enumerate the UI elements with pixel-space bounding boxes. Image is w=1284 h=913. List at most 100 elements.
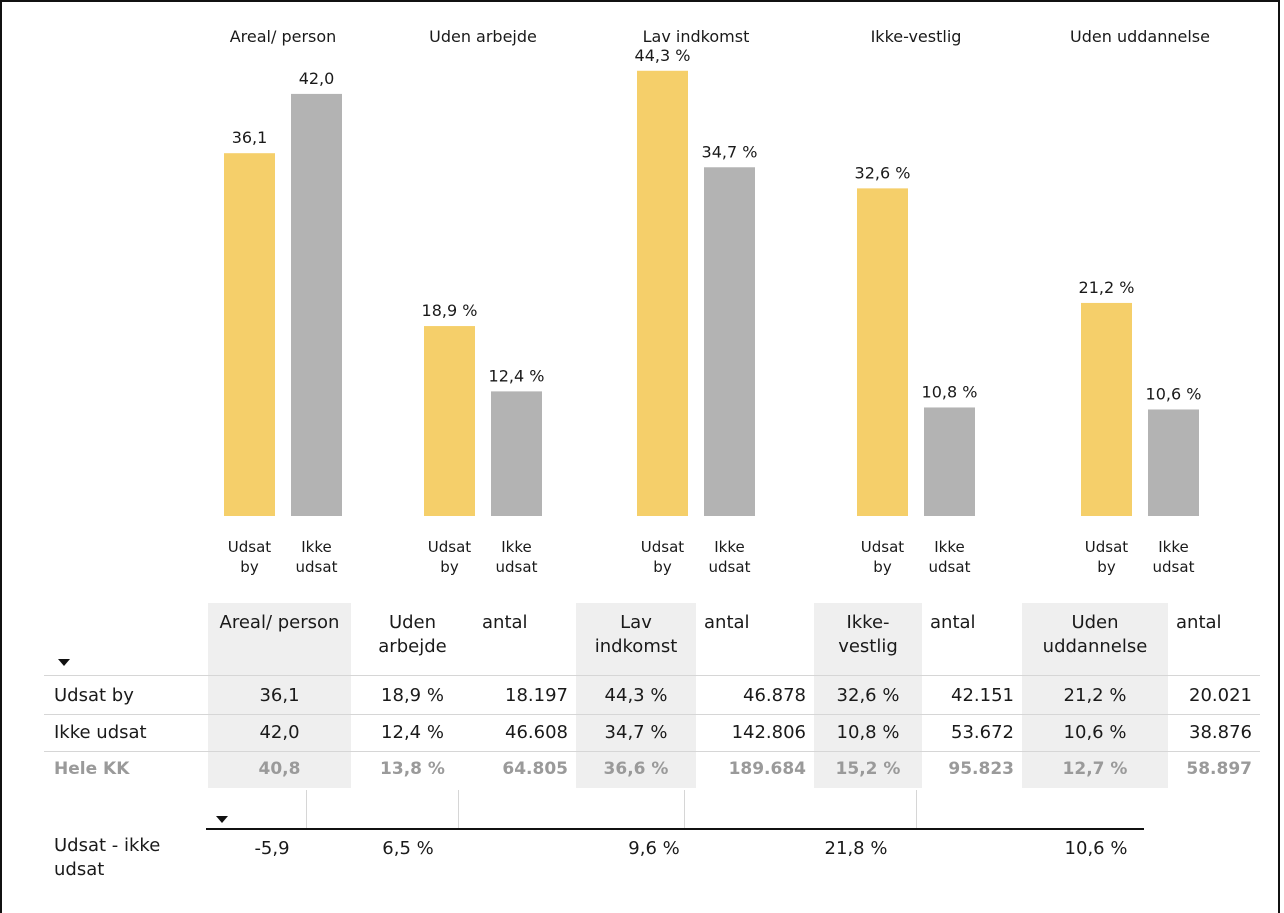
diff-row-label: Udsat - ikke udsat [54,834,174,882]
diff-value-0: -5,9 [254,838,290,859]
diff-value-1: 6,5 % [382,838,434,859]
table-header-1: Areal/ person [219,612,340,633]
group-title-0: Areal/ person [230,27,337,46]
table-cell-r1-c9: 38.876 [1189,722,1252,743]
table-cell-r2-c3: 64.805 [502,759,568,779]
diff-section: Udsat - ikke udsat -5,9 6,5 % 9,6 % 21,8 % 1… [44,790,1164,910]
diff-value-3: 21,8 % [824,838,888,859]
bar-value-label-g0-s1: 42,0 [299,69,335,88]
diff-divider-1 [306,790,307,828]
summary-table: Areal/ person Uden arbejde antal Lav indkom… [44,603,1260,793]
bar-value-label-g4-s1: 10,6 % [1146,384,1202,403]
shaded-column-8 [1022,603,1168,788]
table-cell-r0-c9: 20.021 [1189,685,1252,706]
table-cell-r2-c2: 13,8 % [380,759,445,779]
series-label-line1-g0-s1: Ikke [301,538,332,556]
series-label-line2-g4-s1: udsat [1153,558,1195,576]
table-cell-r1-c7: 53.672 [951,722,1014,743]
table-row-label-0: Udsat by [54,685,134,706]
bar-g4-s1 [1148,409,1199,516]
bar-g4-s0 [1081,302,1132,516]
table-header-6: Ikke- vestlig [838,612,898,657]
diff-dropdown-icon[interactable] [216,816,228,823]
table-cell-r2-c7: 95.823 [948,759,1014,779]
series-label-line1-g1-s1: Ikke [501,538,532,556]
bar-g1-s0 [424,326,475,516]
table-cell-r0-c2: 18,9 % [381,685,444,706]
table-row-label-1: Ikke udsat [54,722,147,743]
bar-value-label-g3-s1: 10,8 % [922,382,978,401]
table-cell-r0-c3: 18.197 [505,685,568,706]
diff-divider-2 [458,790,459,828]
table-cell-r2-c4: 36,6 % [603,759,669,779]
series-label-line2-g1-s1: udsat [496,558,538,576]
table-row-divider-2 [44,751,1260,752]
series-label-line1-g2-s1: Ikke [714,538,745,556]
series-label-line2-g2-s1: udsat [709,558,751,576]
bar-g2-s1 [704,167,755,516]
shaded-column-4 [576,603,696,788]
series-label-line2-g2-s0: by [653,558,672,576]
series-label-line1-g0-s0: Udsat [228,538,272,556]
table-cell-r1-c4: 34,7 % [604,722,668,743]
table-header-5: antal [704,612,750,633]
series-label-line1-g1-s0: Udsat [428,538,472,556]
diff-underline [206,828,1144,830]
bar-g3-s1 [924,407,975,516]
table-cell-r0-c5: 46.878 [743,685,806,706]
table-cell-r2-c6: 15,2 % [835,759,901,779]
table-header-9: antal [1176,612,1222,633]
table-header-8: Uden uddannelse [1042,612,1148,657]
series-label-line2-g4-s0: by [1097,558,1116,576]
series-label-line2-g3-s0: by [873,558,892,576]
table-cell-r0-c6: 32,6 % [836,685,900,706]
diff-value-4: 10,6 % [1064,838,1128,859]
table-cell-r0-c8: 21,2 % [1063,685,1127,706]
table-cell-r2-c9: 58.897 [1186,759,1252,779]
shaded-column-6 [814,603,922,788]
series-label-line2-g3-s1: udsat [929,558,971,576]
diff-divider-3 [684,790,685,828]
table-row-divider-0 [44,675,1260,676]
bar-value-label-g0-s0: 36,1 [232,128,268,147]
diff-label-text: Udsat - ikke udsat [54,835,161,880]
table-cell-r1-c5: 142.806 [731,722,806,743]
shaded-column-1 [208,603,351,788]
group-title-4: Uden uddannelse [1070,27,1210,46]
series-label-line1-g3-s1: Ikke [934,538,965,556]
bar-value-label-g2-s0: 44,3 % [635,46,691,65]
table-cell-r2-c5: 189.684 [728,759,806,779]
bar-g2-s0 [637,70,688,516]
table-header-7: antal [930,612,976,633]
diff-value-2: 9,6 % [628,838,680,859]
bar-value-label-g3-s0: 32,6 % [855,163,911,182]
series-label-line2-g0-s1: udsat [296,558,338,576]
series-label-line1-g4-s1: Ikke [1158,538,1189,556]
table-header-4: Lav indkomst [594,612,678,657]
diff-divider-4 [916,790,917,828]
table-cell-r1-c2: 12,4 % [381,722,444,743]
table-cell-r1-c6: 10,8 % [836,722,900,743]
group-title-3: Ikke-vestlig [871,27,962,46]
series-label-line2-g1-s0: by [440,558,459,576]
table-row-label-2: Hele KK [54,759,130,779]
sort-dropdown-icon[interactable] [58,659,70,666]
table-cell-r2-c8: 12,7 % [1062,759,1128,779]
bar-value-label-g4-s0: 21,2 % [1079,278,1135,297]
table-cell-r1-c1: 42,0 [259,722,300,743]
bar-g3-s0 [857,188,908,516]
bar-g1-s1 [491,391,542,516]
table-cell-r0-c4: 44,3 % [604,685,668,706]
bar-value-label-g1-s0: 18,9 % [422,301,478,320]
table-header-3: antal [482,612,528,633]
group-title-1: Uden arbejde [429,27,537,46]
series-label-line1-g2-s0: Udsat [641,538,685,556]
series-label-line1-g3-s0: Udsat [861,538,905,556]
table-row-divider-1 [44,714,1260,715]
table-header-2: Uden arbejde [378,612,447,657]
table-cell-r1-c3: 46.608 [505,722,568,743]
group-title-2: Lav indkomst [643,27,750,46]
bar-value-label-g1-s1: 12,4 % [489,366,545,385]
series-label-line2-g0-s0: by [240,558,259,576]
